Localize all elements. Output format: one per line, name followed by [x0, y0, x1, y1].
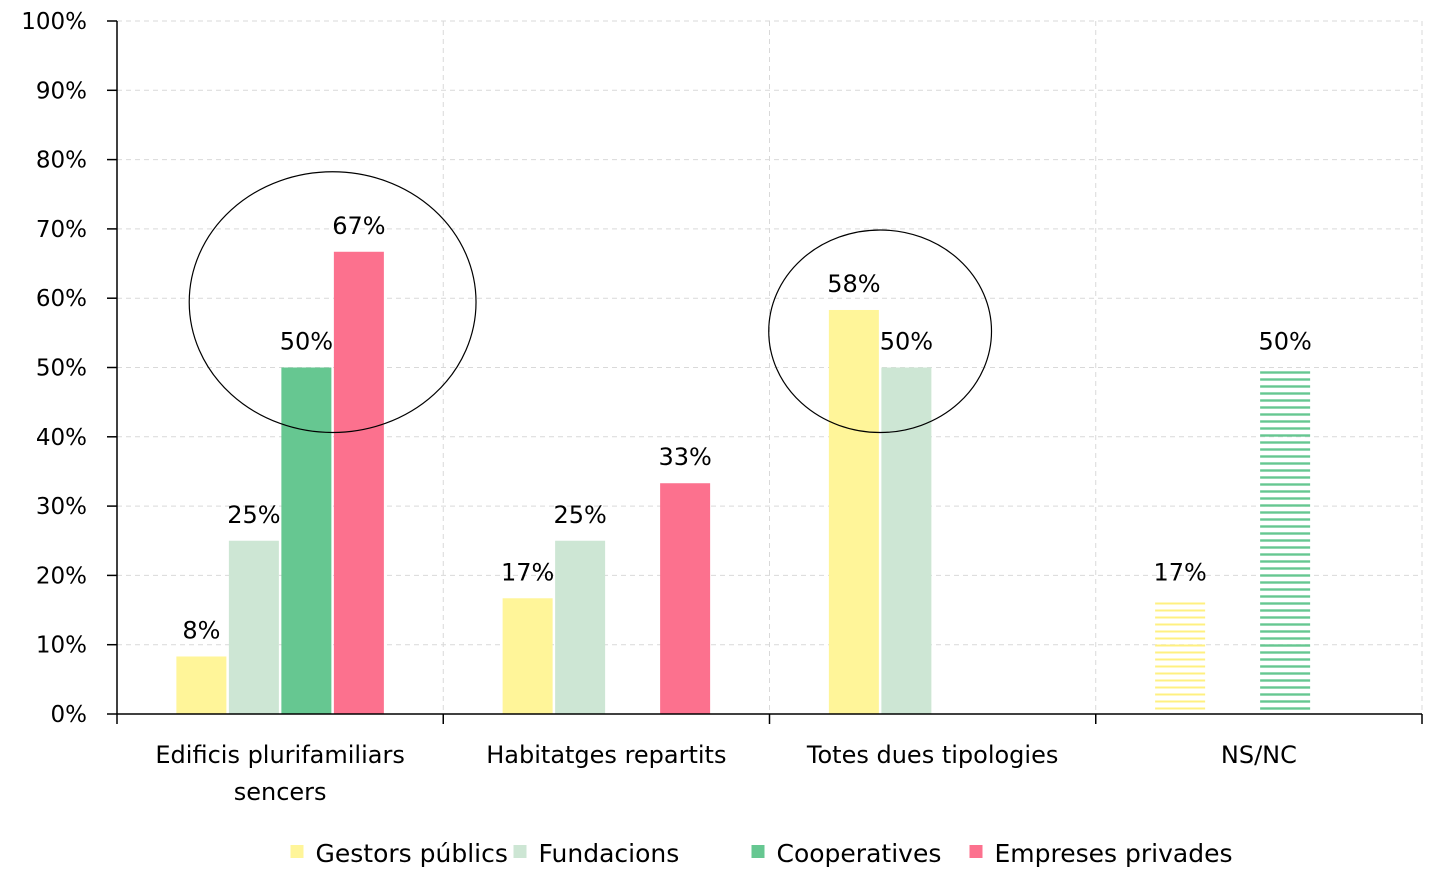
y-tick-label: 100% — [21, 9, 87, 35]
bar — [333, 251, 384, 715]
y-tick-label: 50% — [36, 356, 87, 382]
bar — [502, 598, 553, 714]
legend-swatch — [513, 845, 527, 858]
bar — [828, 309, 879, 714]
y-tick-label: 20% — [36, 563, 87, 589]
highlight-circle — [768, 229, 993, 434]
legend-swatch — [290, 845, 304, 858]
y-tick-label: 90% — [36, 78, 87, 104]
data-label: 67% — [332, 212, 385, 240]
y-tick-label: 30% — [36, 494, 87, 520]
bar — [660, 483, 711, 714]
legend-label: Fundacions — [539, 839, 680, 868]
bar — [176, 656, 227, 714]
data-label: 50% — [280, 328, 333, 356]
legend-swatch — [969, 845, 983, 858]
legend: Gestors públics Fundacions Cooperatives Emp… — [290, 839, 1233, 868]
x-category-label: Habitatges repartits — [486, 741, 726, 769]
data-label: 17% — [1153, 558, 1206, 586]
bar — [281, 367, 332, 714]
data-label: 33% — [658, 443, 711, 471]
data-labels: 8% 25% 50% 67% 17% 25% 33% 58% 50% 17% 50% — [182, 212, 1311, 645]
data-label: 25% — [227, 501, 280, 529]
y-axis-ticks: 0% 10% 20% 30% 40% 50% 60% 70% 80% 90% 100% — [21, 9, 117, 728]
bars — [176, 251, 1311, 715]
data-label: 8% — [182, 616, 220, 644]
data-label: 50% — [880, 328, 933, 356]
y-tick-label: 40% — [36, 425, 87, 451]
y-tick-label: 70% — [36, 217, 87, 243]
bar — [555, 540, 606, 714]
legend-swatch — [751, 845, 765, 858]
highlight-circles — [188, 171, 993, 434]
data-label: 25% — [553, 501, 606, 529]
category-labels: Edificis plurifamiliars sencers Habitatges… — [155, 741, 1296, 806]
bar — [228, 540, 279, 714]
y-tick-label: 10% — [36, 633, 87, 659]
x-category-label: sencers — [234, 778, 327, 806]
y-tick-label: 0% — [51, 702, 88, 728]
bar — [881, 367, 932, 714]
bar — [1260, 367, 1311, 714]
legend-label: Gestors públics — [316, 839, 508, 868]
y-tick-label: 60% — [36, 286, 87, 312]
x-category-label: NS/NC — [1221, 741, 1297, 769]
data-label: 58% — [827, 270, 880, 298]
x-category-label: Edificis plurifamiliars — [155, 741, 404, 769]
bar — [1155, 598, 1206, 714]
data-label: 50% — [1258, 328, 1311, 356]
highlight-circle — [188, 171, 477, 434]
legend-label: Empreses privades — [995, 839, 1233, 868]
data-label: 17% — [501, 558, 554, 586]
axes — [116, 21, 1423, 724]
y-tick-label: 80% — [36, 148, 87, 174]
legend-label: Cooperatives — [777, 839, 942, 868]
x-category-label: Totes dues tipologies — [806, 741, 1058, 769]
